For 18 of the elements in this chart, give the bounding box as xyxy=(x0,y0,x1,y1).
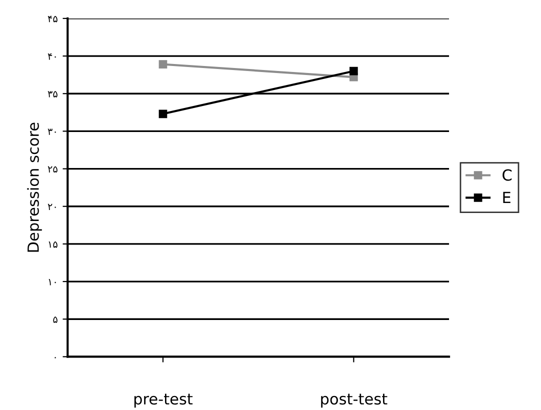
point xyxy=(158,60,168,68)
y-tick-label: ۱۰ xyxy=(48,279,56,286)
x-tick-label: post-test xyxy=(321,394,388,408)
y-tick-label: ۴۰ xyxy=(48,53,56,60)
point xyxy=(350,66,358,76)
y-tick-label: ۳۰ xyxy=(48,128,56,135)
y-tick-label: ۲۰ xyxy=(48,204,56,210)
y-tick-label: ۱۵ xyxy=(48,241,58,248)
y-tick-label: ۵ xyxy=(53,316,58,323)
y-axis-title: Depression score xyxy=(27,122,42,252)
y-tick-label: ۰ xyxy=(54,357,56,358)
y-tick-label: ۳۵ xyxy=(48,91,58,98)
point xyxy=(158,110,168,118)
x-tick-label: pre-test xyxy=(134,394,193,408)
y-tick-label: ۴۵ xyxy=(48,16,58,22)
legend-label: E xyxy=(503,192,510,204)
y-tick-label: ۲۵ xyxy=(48,166,58,173)
legend-label: C xyxy=(502,169,512,181)
